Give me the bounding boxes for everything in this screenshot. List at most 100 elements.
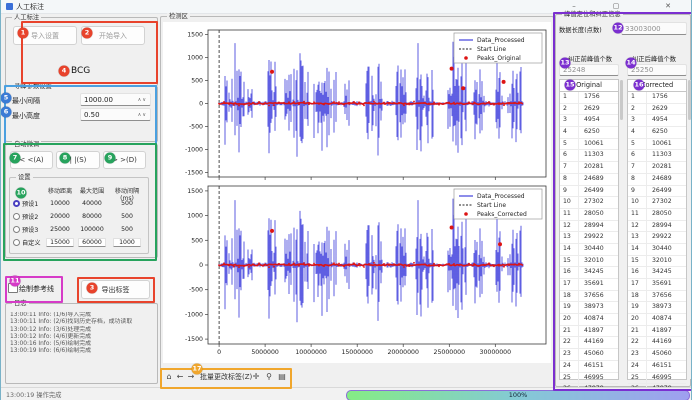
- annotation-number-badge: 5: [1, 93, 12, 104]
- pan-icon[interactable]: ✛: [251, 370, 261, 384]
- table-row[interactable]: 22629: [560, 104, 618, 116]
- table-row[interactable]: 611303: [628, 150, 686, 162]
- table-row[interactable]: 2244169: [560, 337, 618, 349]
- table-row[interactable]: 824689: [628, 174, 686, 186]
- table-row[interactable]: 824689: [560, 174, 618, 186]
- table-row[interactable]: 11756: [560, 92, 618, 104]
- table-row[interactable]: 1837656: [628, 291, 686, 303]
- row-index: 7: [628, 162, 647, 173]
- corrected-peaks-table[interactable]: Corrected 117562262934954462505100616113…: [627, 79, 687, 380]
- table-row[interactable]: 926499: [628, 186, 686, 198]
- annotation-number-badge: 15: [565, 80, 576, 91]
- table-row[interactable]: 1634245: [560, 267, 618, 279]
- table-row[interactable]: 510061: [628, 139, 686, 151]
- preset-value: 100000: [75, 226, 109, 233]
- preset-value-input[interactable]: 15000: [45, 238, 75, 247]
- table-row[interactable]: 1735691: [628, 279, 686, 291]
- batch-edit-labels-button[interactable]: 批量更改标签(Z): [200, 372, 252, 382]
- original-table-scrollbar[interactable]: [620, 80, 623, 379]
- table-row[interactable]: 510061: [560, 139, 618, 151]
- spinner-arrows-icon[interactable]: ∧∨: [138, 97, 147, 103]
- plot-canvas[interactable]: 150010005000-500-1000-1500Data_Processed…: [161, 20, 553, 365]
- table-row[interactable]: 1430440: [560, 244, 618, 256]
- svg-text:-1500: -1500: [185, 336, 203, 343]
- preset-radio[interactable]: [13, 213, 20, 220]
- row-index: 2: [560, 104, 579, 115]
- table-row[interactable]: 2345060: [560, 349, 618, 361]
- table-row[interactable]: 2141897: [628, 326, 686, 338]
- row-index: 19: [628, 302, 647, 313]
- table-row[interactable]: 34954: [628, 115, 686, 127]
- table-row[interactable]: 2244169: [628, 337, 686, 349]
- svg-text:Data_Processed: Data_Processed: [477, 37, 525, 44]
- svg-text:-500: -500: [189, 287, 203, 294]
- back-icon[interactable]: ←: [175, 370, 185, 384]
- table-row[interactable]: 1837656: [560, 291, 618, 303]
- table-row[interactable]: 2040874: [628, 314, 686, 326]
- table-row[interactable]: 1228994: [628, 221, 686, 233]
- table-row[interactable]: 926499: [560, 186, 618, 198]
- table-row[interactable]: 2446151: [628, 361, 686, 373]
- table-row[interactable]: 1128050: [560, 209, 618, 221]
- table-row[interactable]: 720281: [560, 162, 618, 174]
- table-row[interactable]: 1938973: [560, 302, 618, 314]
- table-row[interactable]: 1735691: [560, 279, 618, 291]
- table-row[interactable]: 1430440: [628, 244, 686, 256]
- table-row[interactable]: 1634245: [628, 267, 686, 279]
- peak-value: 28994: [579, 221, 604, 232]
- table-row[interactable]: 34954: [560, 115, 618, 127]
- table-row[interactable]: 1938973: [628, 302, 686, 314]
- table-row[interactable]: 2345060: [628, 349, 686, 361]
- min-interval-spinbox[interactable]: 1000.00 ∧∨: [80, 93, 151, 106]
- table-row[interactable]: 2446151: [560, 361, 618, 373]
- svg-text:-1500: -1500: [185, 169, 203, 176]
- corrected-table-scrollbar[interactable]: [688, 80, 691, 379]
- peak-value: 40874: [579, 314, 604, 325]
- table-row[interactable]: 1027302: [560, 197, 618, 209]
- peak-value: 11303: [647, 150, 672, 161]
- table-row[interactable]: 1329922: [560, 232, 618, 244]
- row-index: 12: [628, 221, 647, 232]
- table-row[interactable]: 1228994: [560, 221, 618, 233]
- table-row[interactable]: 1532010: [560, 256, 618, 268]
- home-icon[interactable]: ⌂: [164, 370, 174, 384]
- preset-radio[interactable]: [13, 200, 20, 207]
- preset-value-input[interactable]: 60000: [75, 238, 109, 247]
- svg-text:Start Line: Start Line: [477, 46, 506, 53]
- zoom-icon[interactable]: ⚲: [264, 370, 274, 384]
- close-button[interactable]: ✕: [655, 0, 681, 13]
- original-peaks-table[interactable]: Original 1175622629349544625051006161130…: [559, 79, 619, 380]
- table-row[interactable]: 46250: [628, 127, 686, 139]
- table-row[interactable]: 1027302: [628, 197, 686, 209]
- table-row[interactable]: 1532010: [628, 256, 686, 268]
- preset-row: 预设325000100000500: [13, 223, 145, 235]
- spinner-arrows-icon[interactable]: ∧∨: [138, 112, 147, 118]
- annotation-number-badge: 4: [59, 66, 70, 77]
- preset-label: 预设2: [22, 212, 45, 221]
- preset-radio[interactable]: [13, 226, 20, 233]
- preset-value-input[interactable]: 1000: [109, 238, 145, 247]
- table-row[interactable]: 2546995: [560, 373, 618, 385]
- save-icon[interactable]: ▤: [277, 370, 287, 384]
- peak-value: 37656: [579, 291, 604, 302]
- data-length-field: 33003000: [621, 22, 687, 35]
- table-row[interactable]: 2546995: [628, 373, 686, 385]
- table-row[interactable]: 11756: [628, 92, 686, 104]
- annotation-number-badge: 3: [87, 283, 98, 294]
- peak-value: 44169: [579, 337, 604, 348]
- row-index: 22: [628, 337, 647, 348]
- table-row[interactable]: 22629: [628, 104, 686, 116]
- table-row[interactable]: 46250: [560, 127, 618, 139]
- table-row[interactable]: 1329922: [628, 232, 686, 244]
- svg-text:1000: 1000: [187, 213, 203, 220]
- log-output[interactable]: 13:00:11 Info: (1/6)导入完成13:00:11 Info: (…: [10, 312, 154, 381]
- table-row[interactable]: 611303: [560, 150, 618, 162]
- table-row[interactable]: 1128050: [628, 209, 686, 221]
- preset-radio[interactable]: [13, 239, 20, 246]
- table-row[interactable]: 2040874: [560, 314, 618, 326]
- min-height-spinbox[interactable]: 0.50 ∧∨: [80, 108, 151, 121]
- table-row[interactable]: 2141897: [560, 326, 618, 338]
- preset-row: 预设11000040000500: [13, 197, 145, 209]
- row-index: 4: [628, 127, 647, 138]
- table-row[interactable]: 720281: [628, 162, 686, 174]
